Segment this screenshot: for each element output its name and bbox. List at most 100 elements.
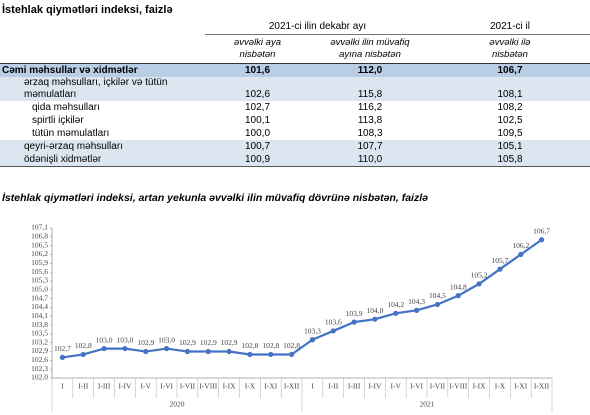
cell: 116,2 [357, 101, 383, 113]
x-tick-label: I [311, 382, 314, 391]
y-tick-label: 106,2 [31, 249, 48, 258]
chart: 102,0102,3102,6102,9103,2103,5103,8104,1… [31, 223, 553, 412]
cell: 105,1 [430, 140, 590, 153]
x-tick-label: I-IV [118, 382, 131, 391]
cell: 108,3 [357, 127, 383, 139]
cell: 107,7 [310, 140, 430, 153]
column-header: əvvəlki ilin müvafiq ayına nisbətən [330, 37, 410, 60]
group-label: 2020 [170, 400, 185, 409]
marker [330, 328, 336, 334]
y-tick-label: 104,4 [31, 302, 48, 311]
y-tick-label: 102,9 [31, 346, 48, 355]
row-label: Cəmi məhsullar və xidmətlər [0, 63, 205, 77]
data-label: 106,7 [533, 226, 550, 235]
x-tick-label: I-IX [223, 382, 236, 391]
data-label: 104,2 [387, 300, 404, 309]
y-tick-label: 105,6 [31, 267, 48, 276]
marker [393, 310, 399, 316]
data-label: 103,6 [325, 318, 342, 327]
y-tick-label: 106,5 [31, 240, 48, 249]
x-tick-label: I-VI [410, 382, 423, 391]
x-tick-label: I-VII [180, 382, 196, 391]
x-tick-label: I-VI [160, 382, 173, 391]
row-label: qeyri-ərzaq məhsulları [0, 140, 205, 153]
data-label: 104,8 [450, 282, 467, 291]
marker [288, 351, 295, 358]
cell: 100,0 [244, 127, 271, 139]
data-label: 102,8 [283, 341, 300, 350]
cell: 113,8 [357, 114, 383, 126]
x-tick-label: I-III [98, 382, 111, 391]
x-tick-label: I-X [245, 382, 256, 391]
cell: 102,6 [205, 77, 310, 101]
y-tick-label: 103,2 [31, 337, 48, 346]
x-tick-label: I-XI [514, 382, 527, 391]
marker [538, 237, 545, 243]
x-tick-label: I-II [328, 382, 338, 391]
y-tick-label: 103,8 [31, 320, 48, 329]
row-label: tütün məmulatları [32, 127, 110, 139]
row-label: spirtli içkilər [32, 114, 84, 126]
column-header: əvvəlki ilə nisbətən [489, 37, 531, 60]
x-tick-label: I-II [78, 382, 88, 391]
data-label: 102,8 [262, 341, 279, 350]
data-label: 102,7 [54, 344, 71, 353]
x-tick-label: I-V [391, 382, 402, 391]
y-tick-label: 102,0 [31, 373, 48, 382]
y-tick-label: 104,1 [31, 311, 48, 320]
data-label: 103,3 [304, 326, 321, 335]
marker [143, 348, 149, 355]
data-label: 104,0 [366, 306, 383, 315]
cell: 110,0 [310, 153, 430, 167]
cell: 108,1 [430, 77, 590, 101]
y-tick-label: 105,0 [31, 284, 48, 293]
marker [413, 307, 420, 313]
marker [101, 345, 107, 352]
data-label: 102,9 [137, 338, 154, 347]
y-tick-label: 105,3 [31, 276, 48, 285]
marker [122, 345, 128, 352]
marker [372, 316, 378, 322]
marker [247, 351, 253, 358]
marker [455, 293, 461, 299]
y-tick-label: 107,1 [31, 223, 48, 232]
data-label: 103,0 [116, 335, 133, 344]
row-label: ödənişli xidmətlər [0, 153, 205, 167]
x-tick-label: I [61, 382, 64, 391]
data-label: 105,7 [491, 256, 508, 265]
header-group: 2021-ci ilin dekabr ayı [205, 20, 430, 35]
x-tick-label: I-VIII [199, 382, 217, 391]
cell: 105,8 [430, 153, 590, 167]
chart-title: İstehlak qiymətləri indeksi, artan yekun… [2, 192, 428, 204]
marker [226, 348, 232, 355]
marker [268, 351, 274, 358]
x-tick-label: I-XII [534, 382, 550, 391]
x-tick-label: I-XI [264, 382, 277, 391]
data-label: 106,2 [512, 241, 529, 250]
row-label: ərzaq məhsulları, içkilər və tütün məmul… [0, 77, 205, 101]
cell: 108,2 [497, 101, 523, 113]
cell: 112,0 [310, 63, 430, 77]
marker [59, 354, 66, 361]
cell: 100,9 [205, 153, 310, 167]
data-label: 102,9 [179, 338, 196, 347]
x-tick-label: I-XII [284, 382, 300, 391]
row-label: qida məhsulları [32, 101, 100, 113]
column-header: əvvəlki aya nisbətən [234, 37, 281, 60]
cell: 102,7 [244, 101, 271, 113]
cell: 100,1 [244, 114, 271, 126]
x-tick-label: I-IX [473, 382, 486, 391]
marker [205, 348, 211, 355]
y-tick-label: 106,8 [31, 232, 48, 241]
cell: 101,6 [205, 63, 310, 77]
marker [476, 281, 482, 287]
x-tick-label: I-IV [368, 382, 381, 391]
header-group: 2021-ci il [430, 20, 590, 35]
y-tick-label: 103,5 [31, 329, 48, 338]
line [62, 238, 543, 359]
title: İstehlak qiymətləri indeksi, faizlə [2, 4, 173, 16]
cell: 115,8 [310, 77, 430, 101]
data-label: 103,0 [158, 335, 175, 344]
marker [434, 301, 441, 308]
